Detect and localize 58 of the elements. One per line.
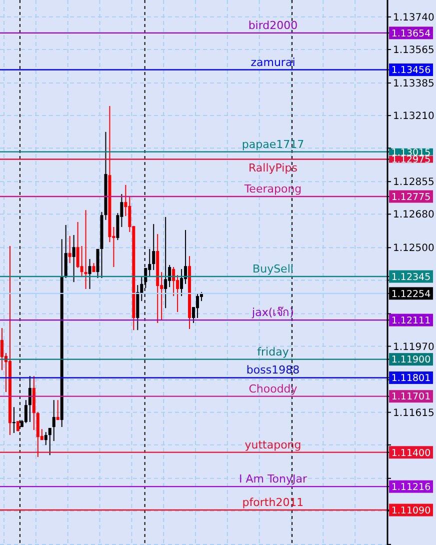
- y-tick-label: 1.12855: [393, 177, 434, 188]
- ref-line-label: RallyPips: [248, 161, 298, 174]
- candlestick: [48, 427, 52, 456]
- price-tag: 1.12775: [389, 190, 433, 203]
- ref-line-label: Chooddy: [248, 382, 298, 396]
- y-tick-label: 1.13210: [393, 111, 434, 122]
- price-tag: 1.11900: [389, 353, 433, 366]
- candlestick: [72, 234, 76, 283]
- ref-line-label: I Am TonyJar: [238, 472, 308, 486]
- price-tag: 1.12111: [389, 314, 433, 326]
- candlestick: [168, 264, 172, 288]
- y-tick-label: 1.12680: [393, 210, 434, 221]
- ref-line-label: bird2000: [248, 18, 298, 32]
- candlestick: [52, 400, 56, 442]
- y-tick-label: 1.12500: [393, 243, 434, 254]
- candlestick: [56, 400, 60, 420]
- ref-line-label: friday: [257, 345, 290, 358]
- ref-line-label: BuySell: [252, 262, 294, 276]
- price-tag: 1.11216: [389, 480, 433, 493]
- candlestick: [148, 248, 152, 278]
- ref-line-label: papae1717: [242, 138, 304, 151]
- ref-line-label: zamurai: [250, 56, 296, 69]
- price-tag: 1.11701: [389, 390, 433, 403]
- candlestick: [180, 268, 184, 297]
- price-tag: 1.11801: [389, 371, 433, 384]
- candlestick: [84, 210, 88, 290]
- candlestick: [152, 224, 156, 270]
- price-tag: 1.11090: [389, 504, 433, 516]
- candlestick: [76, 221, 80, 268]
- candlestick: [164, 216, 168, 309]
- price-tag: 1.11400: [389, 446, 433, 459]
- candlestick: [28, 376, 32, 423]
- y-tick-label: 1.13385: [393, 78, 434, 90]
- candlestick: [144, 267, 148, 289]
- price-tag: 1.12975: [389, 154, 433, 166]
- price-tag: 1.12254: [389, 287, 433, 300]
- price-tag: 1.12345: [389, 270, 433, 283]
- candlestick: [196, 293, 199, 318]
- candlestick: [172, 266, 176, 297]
- ref-line-label: Teerapong: [243, 182, 302, 196]
- y-tick-label: 1.13740: [393, 12, 434, 24]
- candlestick: [12, 406, 16, 434]
- y-tick-label: 1.13565: [393, 44, 434, 56]
- ref-line-label: jax(เจ๊ก): [251, 306, 294, 320]
- candlestick: [96, 248, 100, 278]
- candlestick: [88, 258, 92, 290]
- candlestick: [68, 235, 72, 264]
- ref-line-label: yuttapong: [244, 438, 302, 452]
- candlestick: [80, 245, 84, 278]
- y-tick-label: 1.11970: [393, 342, 434, 353]
- ref-line-label: pforth2011: [242, 496, 304, 510]
- candlestick: [0, 328, 4, 371]
- price-tag: 1.13654: [389, 26, 433, 40]
- candlestick: [24, 400, 28, 424]
- price-tag: 1.13456: [389, 64, 433, 76]
- ref-line-label: boss1988: [246, 364, 300, 377]
- y-tick-label: 1.11615: [393, 408, 434, 419]
- candlestick: [44, 432, 48, 446]
